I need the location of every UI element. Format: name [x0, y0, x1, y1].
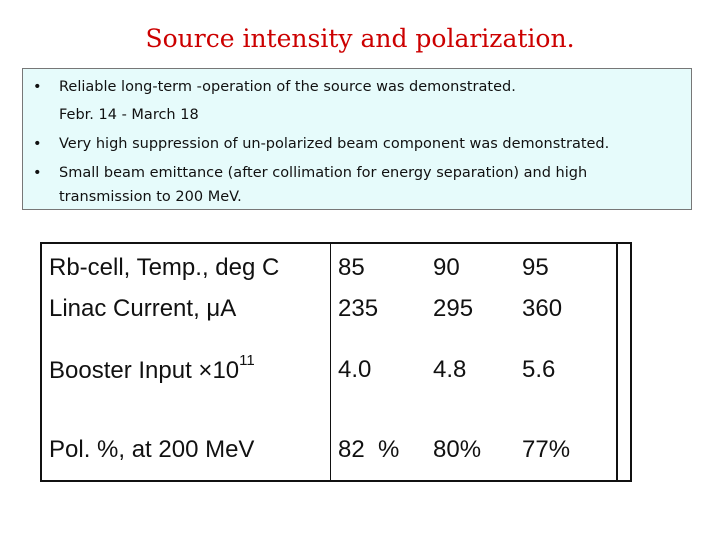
row-label: Booster Input ×1011 — [49, 352, 255, 385]
table-top-border — [40, 242, 632, 244]
slide-title: Source intensity and polarization. — [145, 24, 575, 53]
table-cell: 4.8 — [433, 356, 467, 383]
bullet-dot: • — [33, 136, 42, 152]
row-label-main: Booster Input ×10 — [49, 357, 240, 384]
table-cell: 95 — [522, 254, 549, 281]
row-label: Pol. %, at 200 MeV — [49, 436, 255, 463]
bullet-1-line-2: Febr. 14 - March 18 — [59, 107, 199, 123]
table-cell: 80% — [433, 436, 482, 463]
table-cell: 5.6 — [522, 356, 556, 383]
row-label-exponent: 11 — [239, 352, 255, 369]
row-label: Linac Current, μA — [49, 295, 237, 322]
table-column-divider — [330, 242, 331, 482]
table-cell: 77% — [522, 436, 571, 463]
bullet-2-line-1: Very high suppression of un-polarized be… — [59, 136, 610, 152]
table-cell: 82 % — [338, 436, 400, 463]
table-cell: 295 — [433, 295, 474, 322]
table-cell: 85 — [338, 254, 365, 281]
bullet-box: • Reliable long-term -operation of the s… — [22, 68, 692, 210]
table-column-divider — [616, 242, 618, 482]
table-bottom-border — [40, 480, 632, 482]
table-cell: 4.0 — [338, 356, 372, 383]
bullet-1-line-1: Reliable long-term -operation of the sou… — [59, 79, 516, 95]
table-cell: 90 — [433, 254, 460, 281]
table-cell: 235 — [338, 295, 379, 322]
table-left-border — [40, 242, 42, 482]
bullet-dot: • — [33, 165, 42, 181]
bullet-3-line-1: Small beam emittance (after collimation … — [59, 165, 588, 181]
bullet-3-line-2: transmission to 200 MeV. — [59, 189, 242, 205]
data-table: Rb-cell, Temp., deg C 85 90 95 Linac Cur… — [40, 242, 632, 482]
table-right-border — [630, 242, 632, 482]
bullet-dot: • — [33, 79, 42, 95]
table-cell: 360 — [522, 295, 563, 322]
row-label: Rb-cell, Temp., deg C — [49, 254, 280, 281]
